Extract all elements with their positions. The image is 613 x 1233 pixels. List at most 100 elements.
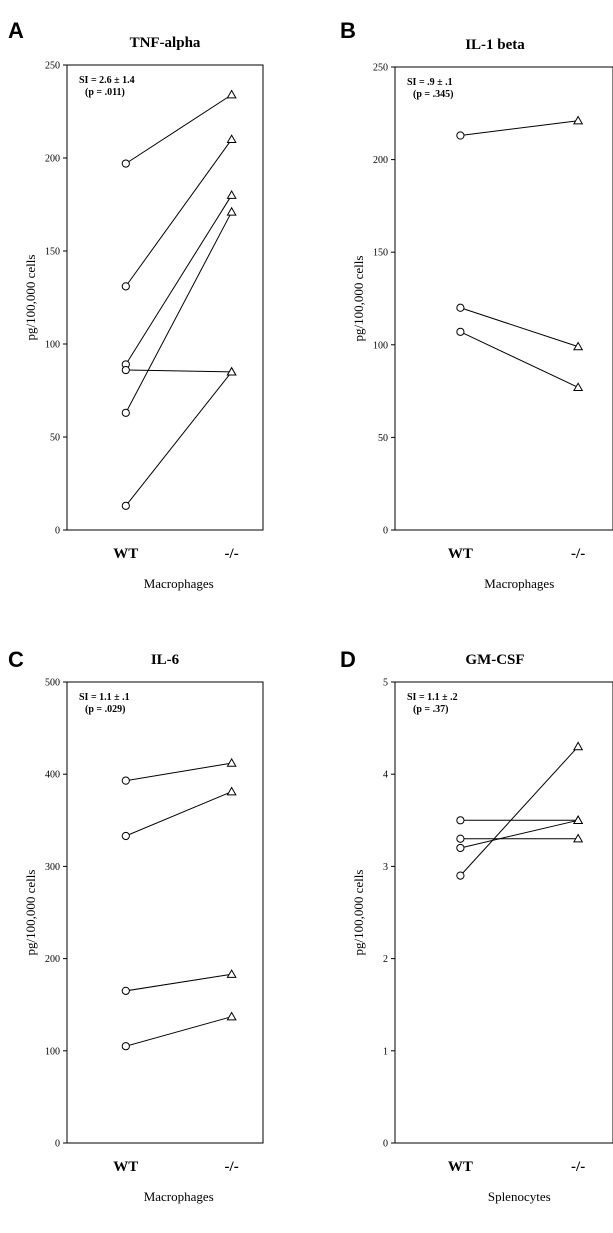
y-tick-label: 0: [383, 526, 388, 537]
wt-circle-marker: [121, 159, 130, 168]
x-axis-label: Macrophages: [144, 576, 214, 591]
y-tick-label: 1: [383, 1046, 388, 1057]
y-tick-label: 250: [373, 63, 388, 74]
stat-annotation-p: (p = .345): [413, 89, 453, 100]
x-axis-label: Macrophages: [144, 1189, 214, 1204]
ko-triangle-marker: [573, 115, 584, 125]
y-axis-label: pg/100,000 cells: [351, 256, 366, 342]
wt-circle-marker: [121, 408, 130, 417]
wt-circle-marker: [456, 131, 465, 140]
chart-title: GM-CSF: [465, 652, 524, 668]
y-tick-label: 2: [383, 954, 388, 965]
ko-triangle-marker: [226, 786, 237, 796]
panel-letter: A: [8, 18, 24, 43]
ko-triangle-marker: [573, 833, 584, 843]
wt-circle-marker: [456, 816, 465, 825]
y-tick-label: 100: [45, 1046, 60, 1057]
y-tick-label: 0: [383, 1139, 388, 1150]
y-tick-label: 100: [373, 340, 388, 351]
y-tick-label: 3: [383, 862, 388, 873]
ko-triangle-marker: [226, 366, 237, 376]
y-tick-label: 0: [55, 1139, 60, 1150]
plot-frame: [66, 681, 264, 1144]
wt-circle-marker: [456, 871, 465, 880]
chart-title: IL-6: [151, 652, 180, 668]
connecting-line-0: [125, 94, 232, 164]
y-tick-label: 150: [45, 247, 60, 258]
x-category-label: WT: [113, 546, 138, 562]
y-tick-label: 100: [45, 340, 60, 351]
connecting-line-2: [125, 973, 232, 992]
connecting-line-0: [460, 120, 579, 137]
wt-circle-marker: [456, 303, 465, 312]
y-tick-label: 150: [373, 248, 388, 259]
wt-circle-marker: [456, 834, 465, 843]
panel-letter: B: [340, 18, 356, 43]
connecting-line-3: [125, 211, 233, 414]
connecting-line-3: [460, 746, 579, 876]
ko-triangle-marker: [226, 206, 237, 216]
y-tick-label: 300: [45, 862, 60, 873]
connecting-line-2: [460, 331, 579, 388]
connecting-line-3: [125, 1016, 232, 1047]
wt-circle-marker: [121, 501, 130, 510]
chart-panel-c: C IL-6 0 100 200 300 400 500 pg/100,000 cells SI …: [8, 647, 264, 1204]
x-category-label: -/-: [225, 546, 239, 562]
wt-circle-marker: [121, 365, 130, 375]
x-category-label: WT: [113, 1159, 138, 1175]
ko-triangle-marker: [226, 189, 237, 199]
x-category-label: -/-: [571, 1159, 585, 1175]
stat-annotation-si: SI = 1.1 ± .2: [407, 692, 458, 703]
stat-annotation-si: SI = 1.1 ± .1: [79, 692, 130, 703]
y-tick-label: 200: [373, 155, 388, 166]
stat-annotation-p: (p = .37): [413, 704, 448, 715]
wt-circle-marker: [121, 282, 130, 291]
connecting-line-2: [125, 194, 233, 365]
y-tick-label: 200: [45, 954, 60, 965]
wt-circle-marker: [121, 1042, 130, 1051]
connecting-line-1: [460, 307, 579, 348]
y-tick-label: 500: [45, 678, 60, 689]
wt-circle-marker: [456, 843, 465, 853]
panel-letter: C: [8, 647, 24, 672]
wt-circle-marker: [121, 831, 130, 841]
chart-panel-b: B IL-1 beta 0 50 100 150 200 250 pg/100,000 cell…: [340, 18, 613, 591]
y-axis-label: pg/100,000 cells: [23, 255, 38, 341]
chart-panel-d: D GM-CSF 0 1 2 3 4 5 pg/100,000 cells SI = 1.1 ± …: [340, 647, 613, 1204]
x-category-label: WT: [448, 546, 473, 562]
plot-frame: [394, 66, 613, 531]
y-axis-label: pg/100,000 cells: [23, 870, 38, 956]
ko-triangle-marker: [226, 134, 237, 144]
y-tick-label: 50: [50, 433, 60, 444]
connecting-line-2: [460, 819, 579, 849]
y-tick-label: 250: [45, 61, 60, 72]
x-axis-label: Macrophages: [484, 576, 554, 591]
ko-triangle-marker: [226, 1011, 237, 1021]
ko-triangle-marker: [226, 89, 237, 99]
wt-circle-marker: [121, 986, 130, 995]
stat-annotation-si: SI = .9 ± .1: [407, 77, 453, 88]
ko-triangle-marker: [226, 969, 237, 978]
x-axis-label: Splenocytes: [488, 1189, 551, 1204]
connecting-line-4: [125, 369, 232, 373]
chart-panel-a: A TNF-alpha 0 50 100 150 200 250 pg/100,000 cell…: [8, 18, 264, 591]
y-tick-label: 400: [45, 770, 60, 781]
ko-triangle-marker: [573, 341, 584, 351]
ko-triangle-marker: [573, 741, 584, 751]
stat-annotation-si: SI = 2.6 ± 1.4: [79, 75, 135, 86]
y-tick-label: 0: [55, 526, 60, 537]
y-tick-label: 4: [383, 770, 388, 781]
chart-title: TNF-alpha: [130, 35, 201, 51]
wt-circle-marker: [456, 327, 465, 336]
y-tick-label: 50: [378, 433, 388, 444]
connecting-line-1: [125, 791, 232, 837]
y-tick-label: 200: [45, 154, 60, 165]
connecting-line-1: [125, 139, 233, 287]
plot-frame: [66, 64, 264, 531]
stat-annotation-p: (p = .029): [85, 704, 125, 715]
ko-triangle-marker: [226, 757, 237, 767]
y-axis-label: pg/100,000 cells: [351, 870, 366, 956]
connecting-line-0: [125, 762, 232, 782]
x-category-label: WT: [448, 1159, 473, 1175]
